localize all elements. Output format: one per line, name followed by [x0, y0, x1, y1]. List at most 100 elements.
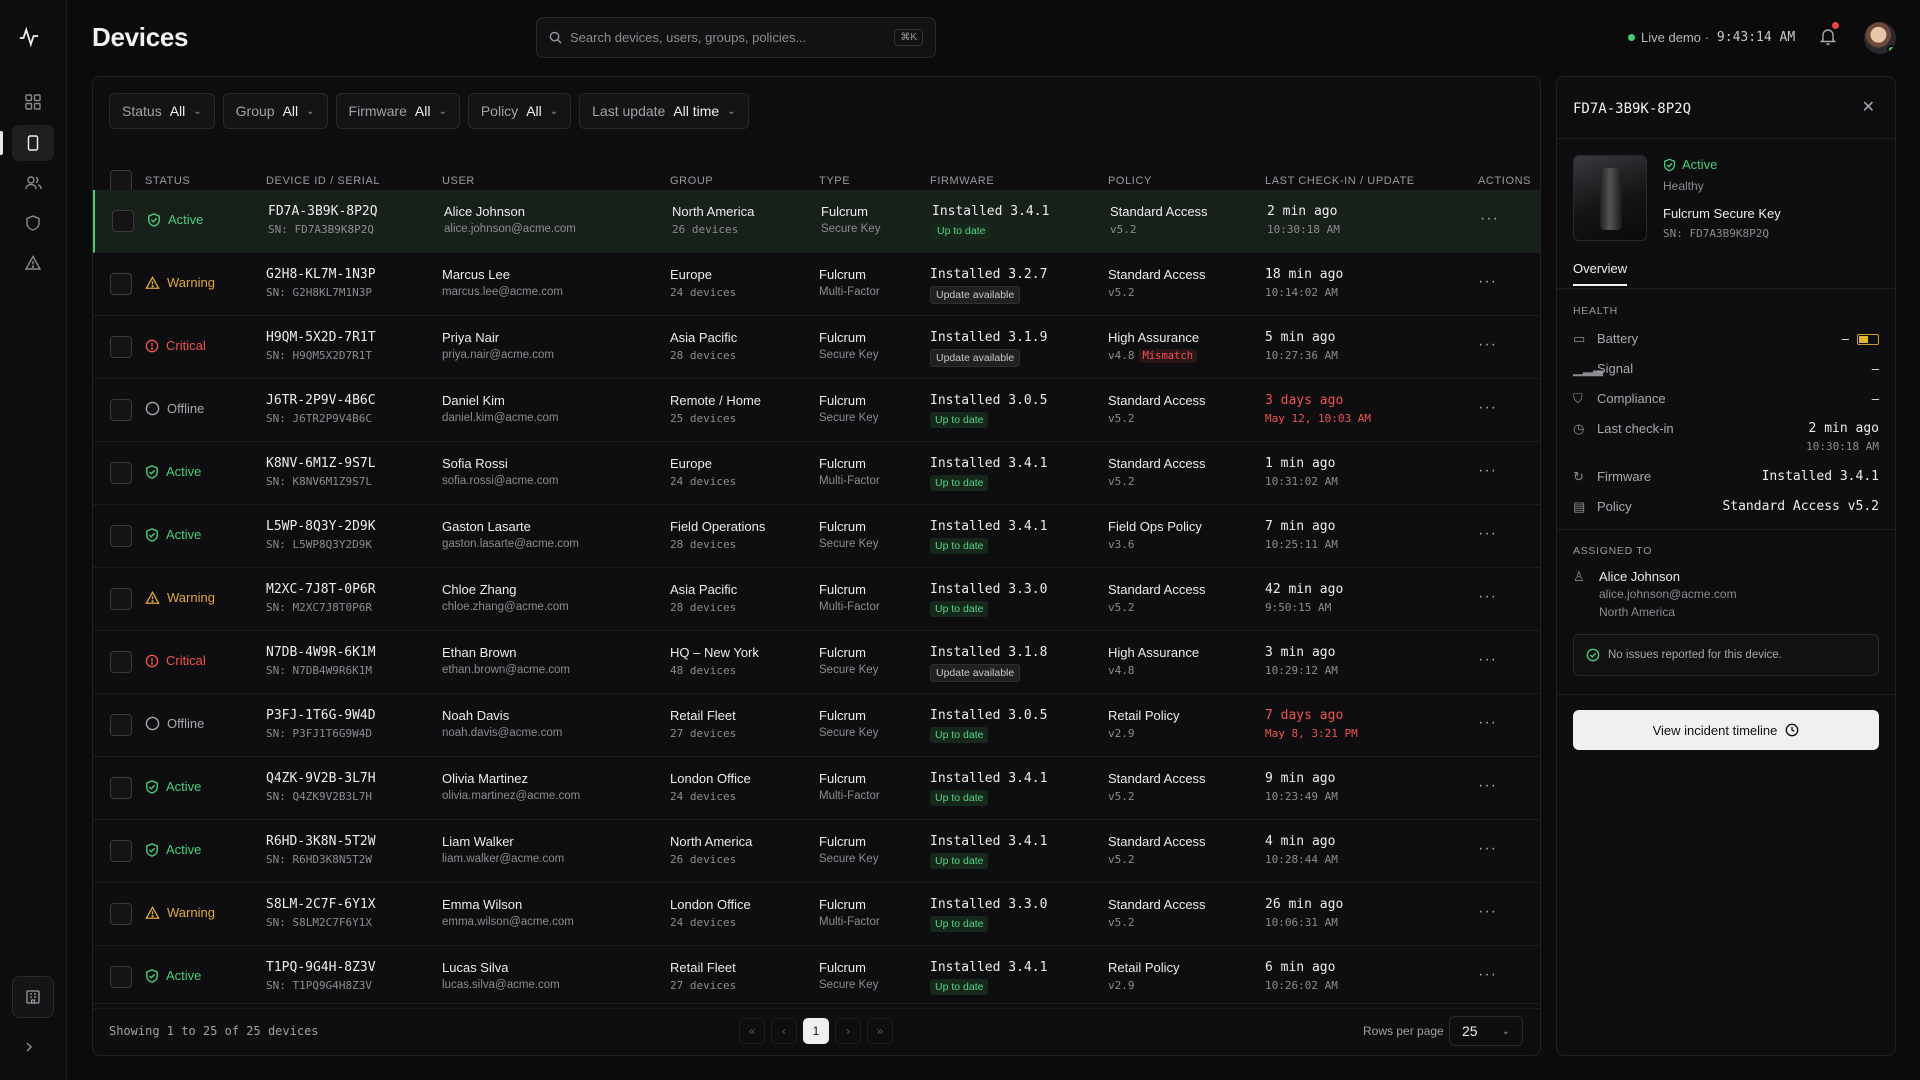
table-row[interactable]: Critical H9QM-5X2D-7R1T SN: H9QM5X2D7R1T…: [93, 316, 1540, 379]
first-page-button[interactable]: «: [739, 1018, 765, 1044]
row-actions-button[interactable]: ···: [1478, 903, 1497, 921]
table-body: Active FD7A-3B9K-8P2Q SN: FD7A3B9K8P2Q A…: [93, 190, 1540, 1009]
next-page-button[interactable]: ›: [835, 1018, 861, 1044]
row-actions-button[interactable]: ···: [1478, 336, 1497, 354]
row-checkbox[interactable]: [110, 336, 132, 358]
table-row[interactable]: Active T1PQ-9G4H-8Z3V SN: T1PQ9G4H8Z3V L…: [93, 946, 1540, 1009]
clock-icon: [1786, 723, 1799, 737]
activity-icon[interactable]: [18, 26, 40, 48]
device-id[interactable]: L5WP-8Q3Y-2D9K: [266, 519, 376, 534]
device-id[interactable]: Q4ZK-9V2B-3L7H: [266, 771, 376, 786]
row-checkbox[interactable]: [110, 651, 132, 673]
search-placeholder: Search devices, users, groups, policies.…: [570, 30, 807, 45]
col-type[interactable]: TYPE: [819, 174, 851, 187]
row-checkbox[interactable]: [110, 588, 132, 610]
table-row[interactable]: Offline J6TR-2P9V-4B6C SN: J6TR2P9V4B6C …: [93, 379, 1540, 442]
filter-last-update[interactable]: Last update All time ⌄: [579, 93, 749, 129]
row-actions-button[interactable]: ···: [1478, 840, 1497, 858]
table-row[interactable]: Active FD7A-3B9K-8P2Q SN: FD7A3B9K8P2Q A…: [93, 190, 1540, 253]
device-id[interactable]: M2XC-7J8T-0P6R: [266, 582, 376, 597]
col-group[interactable]: GROUP: [670, 174, 714, 187]
expand-rail-button[interactable]: [24, 1040, 34, 1058]
assigned-name[interactable]: Alice Johnson: [1599, 569, 1680, 584]
col-status[interactable]: STATUS: [145, 174, 191, 187]
table-row[interactable]: Active R6HD-3K8N-5T2W SN: R6HD3K8N5T2W L…: [93, 820, 1540, 883]
device-id[interactable]: P3FJ-1T6G-9W4D: [266, 708, 376, 723]
firmware-version: Installed 3.4.1: [932, 204, 1050, 219]
row-actions-button[interactable]: ···: [1478, 966, 1497, 984]
type-cell: Fulcrum Multi-Factor: [819, 897, 880, 928]
policy-version: v5.2: [1108, 601, 1135, 614]
device-id[interactable]: FD7A-3B9K-8P2Q: [268, 204, 378, 219]
table-row[interactable]: Offline P3FJ-1T6G-9W4D SN: P3FJ1T6G9W4D …: [93, 694, 1540, 757]
device-id[interactable]: T1PQ-9G4H-8Z3V: [266, 960, 376, 975]
table-row[interactable]: Warning G2H8-KL7M-1N3P SN: G2H8KL7M1N3P …: [93, 253, 1540, 316]
current-page-button[interactable]: 1: [803, 1018, 829, 1044]
device-id[interactable]: G2H8-KL7M-1N3P: [266, 267, 376, 282]
device-id[interactable]: J6TR-2P9V-4B6C: [266, 393, 376, 408]
row-checkbox[interactable]: [110, 714, 132, 736]
last-page-button[interactable]: »: [867, 1018, 893, 1044]
row-checkbox[interactable]: [112, 210, 134, 232]
table-row[interactable]: Active Q4ZK-9V2B-3L7H SN: Q4ZK9V2B3L7H O…: [93, 757, 1540, 820]
rows-per-page-select[interactable]: 25 ⌄: [1449, 1016, 1523, 1046]
search-input[interactable]: Search devices, users, groups, policies.…: [536, 17, 936, 58]
nav-users[interactable]: [12, 165, 54, 201]
row-checkbox[interactable]: [110, 399, 132, 421]
table-row[interactable]: Critical N7DB-4W9R-6K1M SN: N7DB4W9R6K1M…: [93, 631, 1540, 694]
filter-group[interactable]: Group All ⌄: [222, 93, 328, 129]
device-id[interactable]: K8NV-6M1Z-9S7L: [266, 456, 376, 471]
row-actions-button[interactable]: ···: [1478, 588, 1497, 606]
table-row[interactable]: Warning S8LM-2C7F-6Y1X SN: S8LM2C7F6Y1X …: [93, 883, 1540, 946]
table-row[interactable]: Active K8NV-6M1Z-9S7L SN: K8NV6M1Z9S7L S…: [93, 442, 1540, 505]
tab-overview[interactable]: Overview: [1573, 261, 1628, 286]
filter-status[interactable]: Status All ⌄: [109, 93, 215, 129]
nav-devices[interactable]: [0, 125, 54, 161]
close-panel-button[interactable]: ✕: [1862, 97, 1875, 117]
device-id[interactable]: H9QM-5X2D-7R1T: [266, 330, 376, 345]
table-row[interactable]: Active L5WP-8Q3Y-2D9K SN: L5WP8Q3Y2D9K G…: [93, 505, 1540, 568]
row-checkbox[interactable]: [110, 903, 132, 925]
row-actions-button[interactable]: ···: [1478, 714, 1497, 732]
row-checkbox[interactable]: [110, 840, 132, 862]
avatar[interactable]: [1864, 22, 1896, 54]
filter-policy[interactable]: Policy All ⌄: [467, 93, 572, 129]
filter-firmware[interactable]: Firmware All ⌄: [335, 93, 460, 129]
col-user[interactable]: USER: [442, 174, 475, 187]
row-actions-button[interactable]: ···: [1478, 273, 1497, 291]
type-sub: Secure Key: [819, 349, 879, 361]
row-checkbox[interactable]: [110, 966, 132, 988]
policy-version: v5.2: [1110, 223, 1137, 236]
row-checkbox[interactable]: [110, 273, 132, 295]
row-actions-button[interactable]: ···: [1478, 462, 1497, 480]
device-id[interactable]: S8LM-2C7F-6Y1X: [266, 897, 376, 912]
row-actions-button[interactable]: ···: [1478, 651, 1497, 669]
row-actions-button[interactable]: ···: [1480, 210, 1499, 228]
view-incident-timeline-button[interactable]: View incident timeline: [1573, 710, 1879, 750]
col-firmware[interactable]: FIRMWARE: [930, 174, 995, 187]
nav-alerts[interactable]: [12, 245, 54, 281]
col-policy[interactable]: POLICY: [1108, 174, 1152, 187]
col-last-checkin[interactable]: LAST CHECK-IN / UPDATE: [1265, 174, 1415, 187]
row-actions-button[interactable]: ···: [1478, 399, 1497, 417]
row-checkbox[interactable]: [110, 525, 132, 547]
user-cell: Lucas Silva lucas.silva@acme.com: [442, 960, 560, 991]
table-row[interactable]: Warning M2XC-7J8T-0P6R SN: M2XC7J8T0P6R …: [93, 568, 1540, 631]
notifications-button[interactable]: [1819, 22, 1839, 50]
device-id[interactable]: R6HD-3K8N-5T2W: [266, 834, 376, 849]
row-checkbox[interactable]: [110, 777, 132, 799]
nav-security[interactable]: [12, 205, 54, 241]
row-actions-button[interactable]: ···: [1478, 525, 1497, 543]
checkin-time: May 12, 10:03 AM: [1265, 412, 1371, 425]
select-all-checkbox[interactable]: [110, 169, 132, 192]
nav-dashboard[interactable]: [12, 84, 54, 120]
checkin-cell: 9 min ago 10:23:49 AM: [1265, 771, 1338, 803]
building-button[interactable]: [12, 976, 54, 1018]
prev-page-button[interactable]: ‹: [771, 1018, 797, 1044]
device-id[interactable]: N7DB-4W9R-6K1M: [266, 645, 376, 660]
col-device-id[interactable]: DEVICE ID / SERIAL: [266, 174, 381, 187]
row-checkbox[interactable]: [110, 462, 132, 484]
group-count: 48 devices: [670, 664, 737, 677]
group-name: London Office: [670, 897, 751, 912]
row-actions-button[interactable]: ···: [1478, 777, 1497, 795]
